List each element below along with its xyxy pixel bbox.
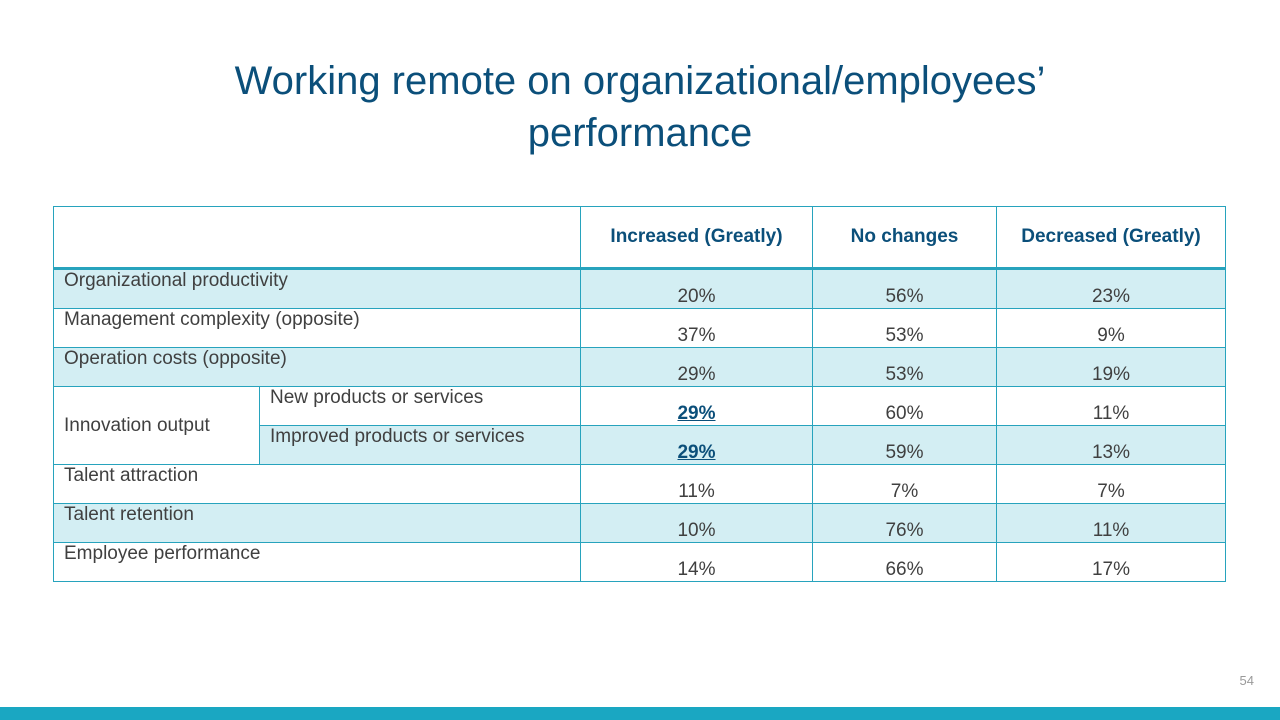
slide-title-line-1: Working remote on organizational/employe… [234,59,1046,103]
header-no-changes: No changes [812,206,997,270]
emphasized-value: 29% [677,442,716,463]
emphasized-value: 29% [677,403,716,424]
value-increased: 11% [580,464,813,504]
value-increased: 20% [580,268,813,309]
value-decreased: 11% [996,386,1226,426]
value-increased: 10% [580,503,813,543]
header-decreased: Decreased (Greatly) [996,206,1226,270]
value-increased: 29% [580,347,813,387]
row-label: Talent attraction [53,464,581,504]
row-sublabel: New products or services [259,386,581,426]
value-decreased: 13% [996,425,1226,465]
header-increased: Increased (Greatly) [580,206,813,270]
value-decreased: 23% [996,268,1226,309]
value-decreased: 11% [996,503,1226,543]
table-row: Operation costs (opposite) 29% 53% 19% [53,347,1226,387]
value-no-changes: 7% [812,464,997,504]
results-table: Increased (Greatly) No changes Decreased… [53,206,1226,582]
value-increased: 37% [580,308,813,348]
slide-title: Working remote on organizational/employe… [0,55,1280,159]
table-row: Talent attraction 11% 7% 7% [53,464,1226,504]
value-decreased: 9% [996,308,1226,348]
row-label: Talent retention [53,503,581,543]
value-increased: 29% [580,386,813,426]
table-row: Employee performance 14% 66% 17% [53,542,1226,582]
value-no-changes: 56% [812,268,997,309]
value-increased: 29% [580,425,813,465]
row-label: Operation costs (opposite) [53,347,581,387]
row-label: Employee performance [53,542,581,582]
table-row: Improved products or services 29% 59% 13… [54,425,1226,465]
value-no-changes: 53% [812,308,997,348]
row-label: Management complexity (opposite) [53,308,581,348]
value-no-changes: 66% [812,542,997,582]
table-row: Management complexity (opposite) 37% 53%… [53,308,1226,348]
value-increased: 14% [580,542,813,582]
value-no-changes: 59% [812,425,997,465]
table-row: Innovation output New products or servic… [53,386,1226,465]
table-row: Organizational productivity 20% 56% 23% [53,268,1226,309]
value-decreased: 19% [996,347,1226,387]
value-no-changes: 60% [812,386,997,426]
table-row: Talent retention 10% 76% 11% [53,503,1226,543]
value-decreased: 17% [996,542,1226,582]
page-number: 54 [1239,673,1254,688]
group-label: Innovation output [53,386,260,465]
header-empty-cell [53,206,581,270]
value-no-changes: 76% [812,503,997,543]
bottom-accent-bar [0,707,1280,720]
value-no-changes: 53% [812,347,997,387]
header-row: Increased (Greatly) No changes Decreased… [53,206,1226,270]
row-sublabel: Improved products or services [259,425,581,465]
value-decreased: 7% [996,464,1226,504]
row-label: Organizational productivity [53,268,581,309]
slide-title-line-2: performance [527,111,753,155]
